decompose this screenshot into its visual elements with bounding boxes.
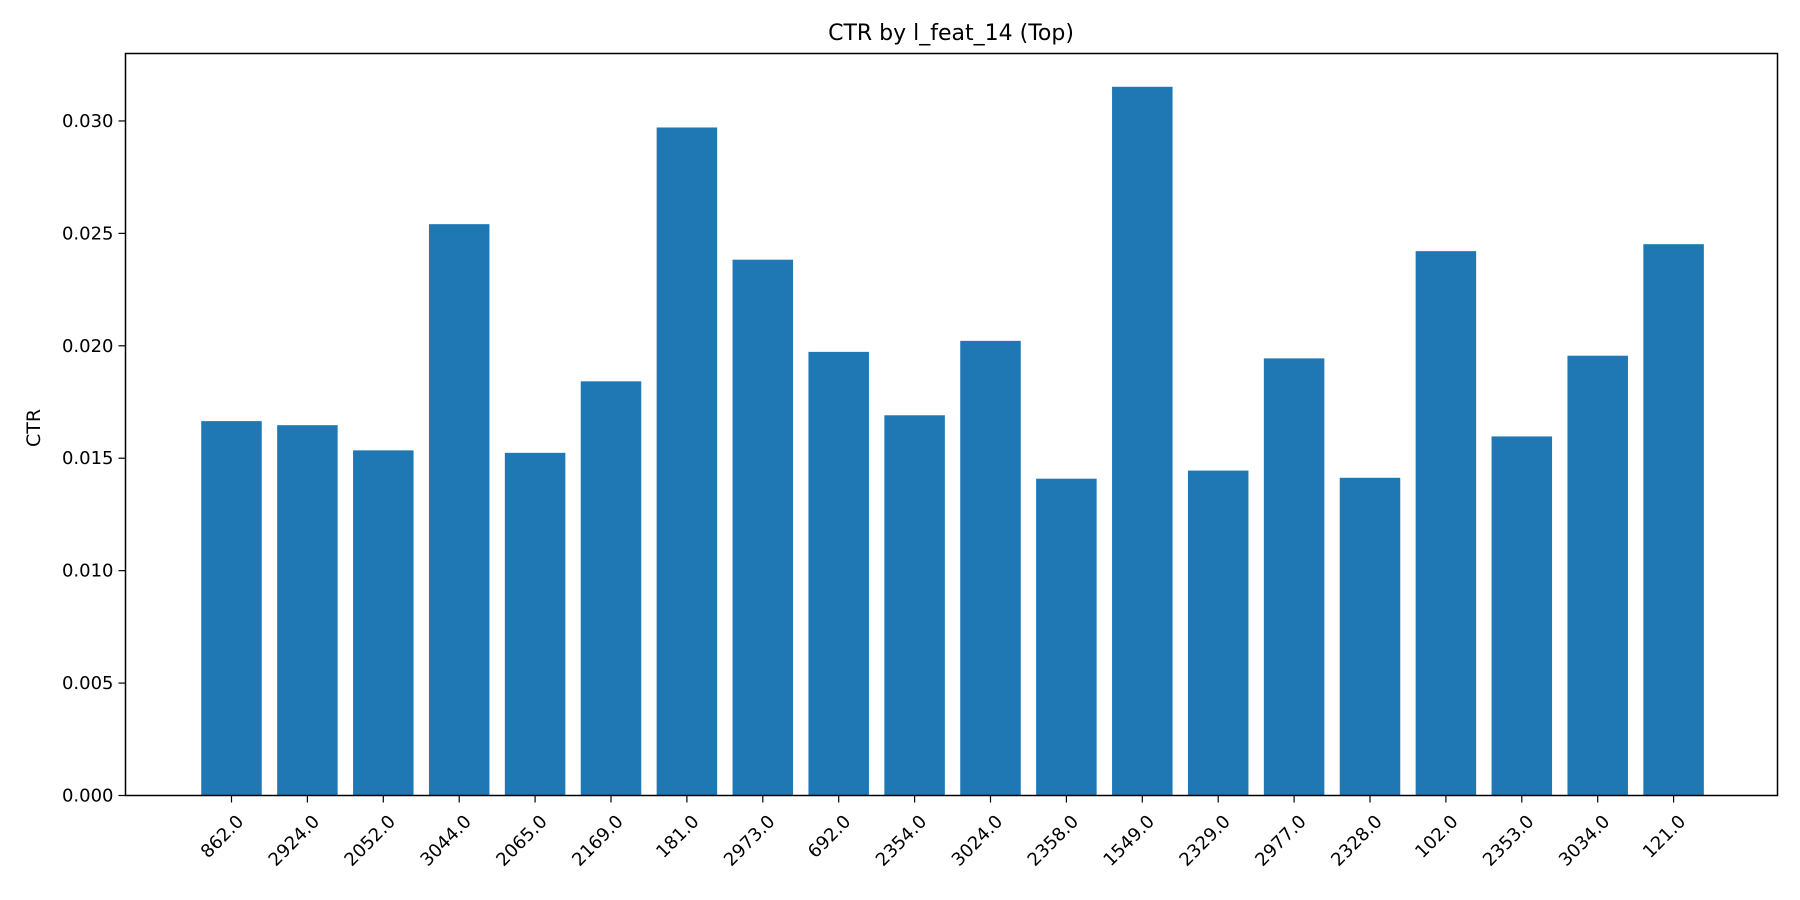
bar-2065.0 [504, 452, 566, 796]
x-tick-label: 2358.0 [1024, 811, 1083, 870]
bar-1549.0 [1112, 86, 1173, 796]
x-tick-label: 2052.0 [340, 811, 399, 870]
bar-2924.0 [277, 425, 338, 796]
bar-121.0 [1643, 244, 1704, 796]
x-tick-label: 2329.0 [1175, 811, 1234, 870]
x-tick-label: 3024.0 [948, 811, 1007, 870]
x-tick-label: 1549.0 [1099, 811, 1158, 870]
y-tick-label: 0.025 [62, 223, 114, 244]
chart-title: CTR by l_feat_14 (Top) [828, 21, 1074, 46]
x-tick-label: 2169.0 [568, 811, 627, 870]
bar-2977.0 [1263, 358, 1325, 796]
bar-2329.0 [1187, 470, 1249, 796]
bar-2328.0 [1339, 477, 1401, 796]
bar-862.0 [201, 421, 262, 796]
bar-group [201, 86, 1704, 796]
x-tick-label: 102.0 [1411, 811, 1462, 862]
bar-3024.0 [960, 340, 1021, 796]
bar-2169.0 [580, 381, 642, 796]
y-axis-ticks: 0.000 0.005 0.010 0.015 0.020 0.025 0.030 [62, 111, 126, 807]
bar-2354.0 [884, 415, 945, 796]
x-tick-label: 2924.0 [265, 811, 324, 870]
x-tick-label: 2354.0 [872, 811, 931, 870]
x-tick-label: 2353.0 [1479, 811, 1538, 870]
bar-181.0 [656, 127, 718, 796]
x-tick-label: 2973.0 [720, 811, 779, 870]
y-tick-label: 0.005 [62, 673, 114, 694]
y-axis-label: CTR [23, 409, 45, 447]
plot-frame [124, 52, 1779, 797]
bar-2973.0 [732, 259, 794, 796]
x-tick-label: 2977.0 [1251, 811, 1310, 870]
y-tick-label: 0.015 [62, 448, 114, 469]
x-tick-label: 3044.0 [416, 811, 475, 870]
x-axis-ticks: 862.0 2924.0 2052.0 3044.0 2065.0 2169.0 181.0… [197, 795, 1690, 871]
x-tick-label: 862.0 [197, 811, 248, 862]
x-tick-label: 2328.0 [1327, 811, 1386, 870]
bar-3044.0 [428, 224, 490, 796]
y-tick-label: 0.010 [62, 561, 114, 582]
x-tick-label: 3034.0 [1555, 811, 1614, 870]
x-tick-label: 181.0 [652, 811, 703, 862]
bar-2353.0 [1491, 436, 1553, 796]
bar-2052.0 [353, 450, 414, 796]
y-tick-label: 0.000 [62, 786, 114, 807]
bar-692.0 [808, 351, 869, 796]
bar-3034.0 [1567, 355, 1628, 796]
bar-2358.0 [1036, 478, 1097, 796]
bar-102.0 [1415, 251, 1477, 796]
y-tick-label: 0.030 [62, 111, 114, 132]
x-tick-label: 2065.0 [492, 811, 551, 870]
x-tick-label: 121.0 [1639, 811, 1690, 862]
x-tick-label: 692.0 [804, 811, 855, 862]
y-tick-label: 0.020 [62, 336, 114, 357]
